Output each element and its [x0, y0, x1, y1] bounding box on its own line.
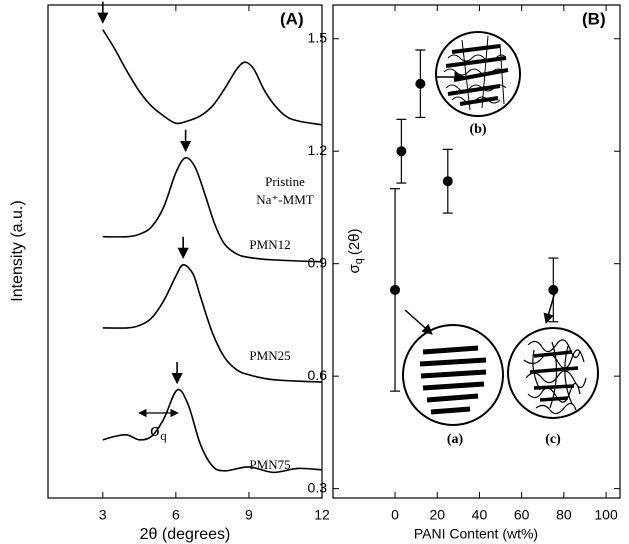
inset-b	[435, 31, 521, 117]
series-label: PMN25	[249, 348, 290, 363]
xrd-curve	[102, 388, 323, 474]
point	[415, 78, 426, 89]
y-tick-label: 0.6	[308, 367, 328, 383]
inset-c	[507, 327, 599, 419]
inset-arrow	[404, 309, 433, 335]
xrd-curve	[102, 264, 323, 383]
x-tick-label: 60	[514, 507, 530, 523]
point	[390, 284, 401, 295]
y-tick-label: 1.2	[308, 142, 328, 158]
x-axis-label: 2θ (degrees)	[140, 526, 231, 543]
plot-frame	[332, 4, 621, 499]
point	[548, 284, 559, 295]
point	[396, 146, 407, 157]
x-tick-label: 3	[99, 507, 107, 523]
y-tick-label: 0.9	[308, 254, 328, 270]
x-tick-label: 12	[314, 507, 330, 523]
point	[442, 176, 453, 187]
inset-label: (c)	[545, 432, 561, 447]
series-label: PMN75	[249, 457, 290, 472]
y-tick-label: 0.3	[308, 479, 328, 495]
series-label: Pristine Na⁺-MMT	[256, 174, 313, 207]
annotation: σq	[150, 420, 167, 443]
inset-a	[402, 324, 504, 426]
x-tick-label: 6	[172, 507, 180, 523]
x-tick-label: 20	[429, 507, 445, 523]
x-tick-label: 100	[594, 507, 618, 523]
xrd-curve	[102, 156, 323, 263]
inset-label: (b)	[469, 122, 486, 137]
x-axis-label: PANI Content (wt%)	[414, 526, 538, 542]
panel-label: (B)	[582, 9, 606, 28]
plot-frame	[47, 4, 323, 499]
x-tick-label: 40	[472, 507, 488, 523]
x-tick-label: 9	[245, 507, 253, 523]
x-tick-label: 80	[556, 507, 572, 523]
inset-label: (a)	[447, 432, 464, 447]
x-tick-label: 0	[391, 507, 399, 523]
panel-label: (A)	[280, 9, 304, 28]
y-axis-label: Intensity (a.u.)	[9, 200, 26, 301]
xrd-curve	[102, 29, 323, 126]
y-axis-label: σq(2θ)	[346, 228, 365, 273]
series-label: PMN12	[249, 237, 290, 252]
y-tick-label: 1.5	[308, 29, 328, 45]
